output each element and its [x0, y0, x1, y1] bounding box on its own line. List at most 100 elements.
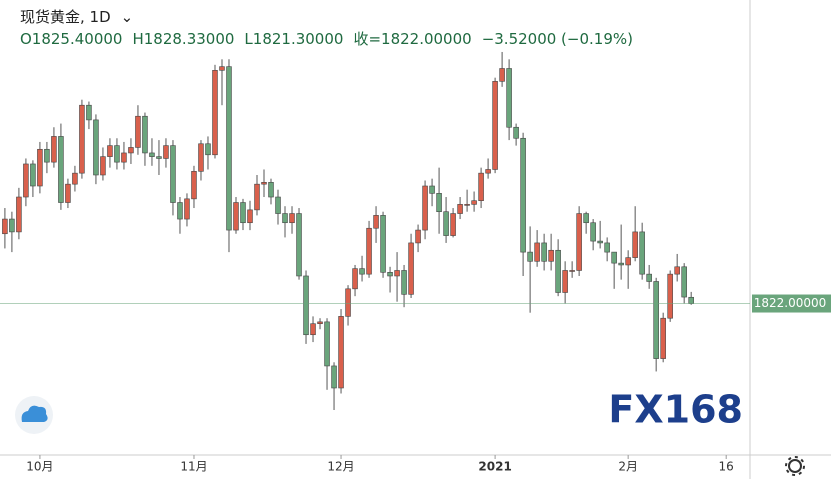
candle-body [100, 156, 106, 176]
candle-body [576, 213, 582, 271]
candle-body [436, 193, 442, 213]
candle-body [9, 218, 15, 233]
candle-body [198, 143, 204, 172]
candle-body [555, 249, 561, 293]
candle-body [177, 202, 183, 220]
candle-body [464, 204, 470, 206]
candle-body [282, 213, 288, 224]
candle-body [527, 251, 533, 262]
candle-body [23, 163, 29, 198]
candle-body [604, 242, 610, 253]
ohlc-value: H1828.33000 [132, 30, 235, 48]
candle-body [415, 229, 421, 244]
candle-body [135, 115, 141, 148]
ohlc-value: L1821.30000 [244, 30, 344, 48]
candle-body [156, 156, 162, 159]
candle-body [373, 215, 379, 229]
x-tick-label: 12月 [327, 460, 354, 474]
candle-body [219, 66, 225, 71]
candle-body [618, 262, 624, 266]
candle-body [541, 242, 547, 262]
candle-body [331, 365, 337, 389]
candle-body [261, 182, 267, 185]
candle-body [233, 202, 239, 231]
candle-body [513, 126, 519, 139]
candle-body [597, 240, 603, 244]
candle-body [184, 198, 190, 220]
x-tick-label: 10月 [26, 460, 53, 474]
candle-body [632, 231, 638, 258]
candle-body [380, 215, 386, 273]
candle-body [93, 119, 99, 176]
candle-body [366, 227, 372, 275]
candle-body [681, 266, 687, 298]
candle-body [86, 104, 92, 121]
candle-body [667, 273, 673, 319]
candle-body [674, 266, 680, 275]
candle-body [688, 296, 694, 304]
candle-body [401, 270, 407, 295]
x-tick-label: 16 [719, 460, 734, 474]
last-price-label: 1822.00000 [754, 296, 827, 310]
cloud-icon[interactable] [15, 396, 53, 434]
candle-body [429, 185, 435, 194]
candle-body [548, 249, 554, 262]
last-price-tag [752, 294, 831, 313]
candle-body [149, 152, 155, 157]
candle-body [471, 200, 477, 205]
candle-body [51, 136, 57, 163]
candle-body [128, 147, 134, 154]
candle-body [58, 136, 64, 203]
candle-body [408, 242, 414, 295]
candle-body [569, 270, 575, 272]
watermark: FX168 [608, 388, 743, 432]
candle-body [394, 270, 400, 277]
x-tick-label: 2月 [618, 460, 638, 474]
candle-body [170, 145, 176, 203]
ohlc-value: −3.52000 (−0.19%) [481, 30, 633, 48]
candle-body [639, 231, 645, 275]
candle-body [646, 273, 652, 282]
symbol-title[interactable]: 现货黄金, 1D [20, 8, 111, 26]
candle-body [65, 183, 71, 203]
candle-body [296, 213, 302, 277]
candle-body [660, 317, 666, 359]
candle-body [352, 268, 358, 290]
candle-body [450, 213, 456, 236]
candle-body [163, 145, 169, 159]
header: 现货黄金, 1D ⌄ O1825.40000 H1828.33000 L1821.30… [20, 6, 643, 50]
candle-body [338, 316, 344, 389]
candle-body [478, 172, 484, 201]
settings-icon[interactable] [785, 456, 805, 476]
candle-body [492, 81, 498, 170]
candle-body [303, 275, 309, 336]
candle-body [114, 145, 120, 163]
candle-body [205, 143, 211, 156]
candle-body [422, 185, 428, 231]
ohlc-value: 收=1822.00000 [353, 30, 472, 48]
candle-body [275, 196, 281, 214]
candle-body [485, 169, 491, 174]
candle-body [72, 172, 78, 185]
candle-body [121, 152, 127, 163]
candle-body [583, 213, 589, 224]
candle-body [37, 148, 43, 187]
candle-body [611, 251, 617, 264]
ohlc-legend: O1825.40000 H1828.33000 L1821.30000 收=1822.… [20, 28, 643, 50]
candle-body [289, 213, 295, 224]
candle-body [2, 218, 8, 235]
candle-body [443, 211, 449, 236]
candle-body [226, 66, 232, 231]
candle-body [212, 70, 218, 156]
candle-body [653, 281, 659, 359]
candle-body [534, 242, 540, 262]
candle-body [107, 145, 113, 157]
candle-body [506, 68, 512, 128]
candle-body [387, 272, 393, 277]
candle-body [254, 183, 260, 211]
candle-body [520, 137, 526, 253]
candle-body [142, 115, 148, 154]
candle-body [310, 323, 316, 336]
